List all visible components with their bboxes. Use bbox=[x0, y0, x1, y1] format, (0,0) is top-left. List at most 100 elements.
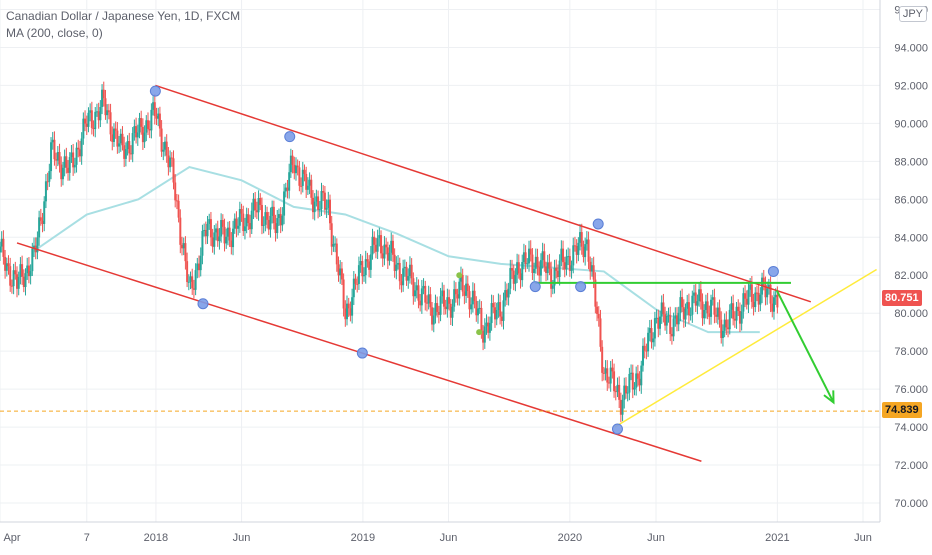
candle-body bbox=[594, 279, 597, 307]
candle-body bbox=[630, 372, 633, 374]
candle-body bbox=[90, 110, 93, 128]
candle-body bbox=[735, 306, 738, 321]
candle-body bbox=[718, 307, 721, 320]
candle-body bbox=[771, 303, 774, 312]
candle-body bbox=[652, 338, 655, 343]
candle-body bbox=[769, 284, 772, 304]
candle-body bbox=[121, 133, 124, 146]
candle-body bbox=[73, 164, 76, 168]
candle-body bbox=[749, 284, 752, 290]
candle-body bbox=[408, 264, 411, 277]
candle-body bbox=[648, 328, 651, 333]
candle-body bbox=[255, 210, 258, 213]
candle-body bbox=[279, 214, 282, 226]
candle-body bbox=[565, 256, 568, 270]
candle-body bbox=[684, 308, 687, 320]
candle-body bbox=[470, 304, 473, 310]
candle-body bbox=[19, 264, 22, 277]
candle-body bbox=[337, 264, 340, 276]
candle-body bbox=[250, 210, 253, 230]
candle-body bbox=[192, 288, 195, 290]
candle-body bbox=[84, 118, 87, 124]
candle-body bbox=[209, 219, 212, 238]
candle-body bbox=[167, 155, 170, 168]
candle-body bbox=[72, 152, 75, 168]
candle-body bbox=[424, 285, 427, 303]
candle-body bbox=[488, 323, 491, 333]
candle-body bbox=[609, 367, 612, 384]
candle-body bbox=[759, 294, 762, 305]
candle-body bbox=[444, 306, 447, 310]
candle-body bbox=[152, 102, 155, 110]
candle-body bbox=[123, 145, 126, 159]
candle-body bbox=[342, 279, 345, 309]
candle-body bbox=[364, 259, 367, 276]
candle-body bbox=[585, 239, 588, 245]
candle-body bbox=[306, 185, 309, 190]
y-tick-label: 86.000 bbox=[894, 194, 928, 206]
candle-body bbox=[208, 219, 211, 224]
candle-body bbox=[89, 110, 92, 113]
candle-body bbox=[492, 303, 495, 308]
touch-point bbox=[592, 218, 604, 230]
candle-body bbox=[228, 227, 231, 241]
candle-body bbox=[346, 303, 349, 320]
candle-body bbox=[676, 315, 679, 325]
candle-body bbox=[55, 159, 58, 161]
y-tick-label: 74.000 bbox=[894, 422, 928, 434]
candle-body bbox=[267, 219, 270, 230]
candle-body bbox=[264, 212, 267, 225]
candle-body bbox=[85, 123, 88, 127]
candle-body bbox=[538, 267, 541, 276]
candle-body bbox=[674, 315, 677, 319]
candle-body bbox=[601, 346, 604, 373]
candle-body bbox=[425, 302, 428, 304]
currency-label[interactable]: JPY bbox=[898, 6, 927, 22]
candle-body bbox=[92, 127, 95, 130]
candle-body bbox=[698, 289, 701, 302]
candle-body bbox=[728, 309, 731, 330]
candle-body bbox=[473, 290, 476, 302]
chart-legend: Canadian Dollar / Japanese Yen, 1D, FXCM… bbox=[6, 8, 240, 42]
candle-body bbox=[274, 223, 277, 234]
x-tick-label: Jun bbox=[440, 532, 458, 544]
y-tick-label: 70.000 bbox=[894, 498, 928, 510]
y-tick-label: 76.000 bbox=[894, 384, 928, 396]
candle-body bbox=[545, 266, 548, 273]
candle-body bbox=[181, 244, 184, 249]
candle-body bbox=[398, 262, 401, 282]
candle-body bbox=[573, 245, 576, 247]
candle-body bbox=[351, 297, 354, 316]
candle-body bbox=[662, 302, 665, 315]
candle-body bbox=[277, 214, 280, 219]
candle-body bbox=[245, 214, 248, 227]
candle-body bbox=[133, 126, 136, 134]
candle-body bbox=[500, 316, 503, 321]
candle-body bbox=[584, 244, 587, 258]
candle-body bbox=[745, 298, 748, 305]
projection-arrow bbox=[775, 289, 835, 403]
candle-body bbox=[67, 167, 70, 173]
candle-body bbox=[415, 285, 418, 291]
candle-body bbox=[4, 256, 7, 271]
candle-body bbox=[50, 142, 53, 172]
candle-body bbox=[454, 289, 457, 295]
candle-body bbox=[551, 285, 554, 289]
candle-body bbox=[78, 149, 81, 157]
candle-body bbox=[39, 217, 42, 221]
candle-body bbox=[288, 172, 291, 191]
candle-body bbox=[99, 106, 102, 121]
x-tick-label: 2018 bbox=[144, 532, 168, 544]
candle-body bbox=[747, 289, 750, 305]
candle-body bbox=[165, 141, 168, 156]
candle-body bbox=[294, 165, 297, 174]
candle-body bbox=[271, 206, 274, 216]
candle-body bbox=[27, 265, 30, 277]
candle-body bbox=[311, 197, 314, 213]
candle-body bbox=[708, 313, 711, 317]
candle-body bbox=[223, 226, 226, 244]
candle-body bbox=[487, 322, 490, 333]
signal-marker bbox=[456, 272, 463, 279]
